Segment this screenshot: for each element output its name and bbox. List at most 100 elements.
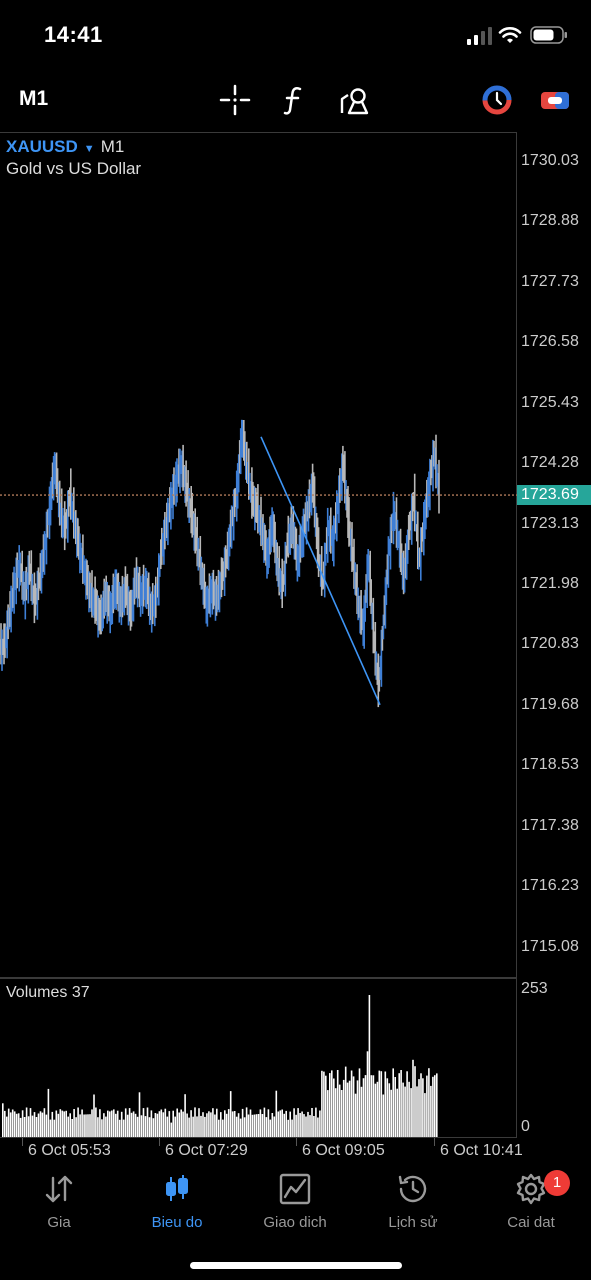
volume-bar: [368, 995, 371, 1137]
current-price-label: 1723.69: [517, 485, 591, 506]
volume-bar: [220, 1112, 222, 1137]
status-bar: 14:41: [0, 0, 591, 70]
volume-bar: [138, 1092, 141, 1137]
draw-objects-icon[interactable]: [338, 83, 372, 117]
volume-bar: [362, 1078, 365, 1137]
price-chart[interactable]: [0, 132, 517, 978]
volume-bar: [336, 1070, 339, 1137]
volume-bar: [51, 1111, 54, 1137]
volume-bar: [17, 1113, 20, 1137]
price-tick: 1720.83: [521, 635, 579, 653]
volume-bar: [259, 1109, 262, 1137]
volume-bar: [249, 1109, 252, 1137]
volume-bar: [275, 1090, 278, 1137]
volume-bar: [263, 1107, 266, 1137]
volume-bar: [120, 1111, 123, 1137]
volume-bar: [360, 1086, 363, 1137]
volume-bar: [291, 1119, 293, 1137]
symbol-name[interactable]: XAUUSD: [6, 137, 78, 156]
volume-panel[interactable]: [0, 978, 517, 1138]
tab-trade[interactable]: Giao dich: [236, 1172, 354, 1231]
volume-bar: [420, 1073, 422, 1137]
notification-badge: 1: [544, 1170, 570, 1196]
volume-bar: [247, 1114, 250, 1137]
wifi-icon: [498, 27, 522, 43]
time-tick: 6 Oct 10:41: [434, 1138, 523, 1159]
volume-bar: [364, 1075, 367, 1137]
volume-bar: [146, 1107, 149, 1137]
volume-bar: [378, 1070, 381, 1137]
volume-bar: [33, 1112, 36, 1137]
volume-bar: [271, 1113, 274, 1137]
trendline: [260, 436, 381, 706]
volume-bar: [350, 1070, 353, 1137]
price-tick: 1716.23: [521, 877, 579, 895]
volume-bar: [186, 1113, 188, 1137]
volume-bar: [89, 1114, 91, 1137]
crosshair-icon[interactable]: [218, 83, 252, 117]
volume-bar: [430, 1085, 432, 1137]
tab-quotes[interactable]: Gia: [0, 1172, 118, 1231]
volume-bar: [321, 1070, 323, 1137]
volume-bar: [83, 1114, 85, 1137]
tab-chart[interactable]: Bieu do: [118, 1172, 236, 1231]
volume-bar: [180, 1109, 182, 1137]
volume-bar: [212, 1108, 214, 1137]
volume-bar: [340, 1090, 343, 1137]
volume-bar: [216, 1108, 218, 1137]
price-plot[interactable]: [0, 132, 517, 978]
volume-bar: [386, 1078, 389, 1137]
volume-bars: [2, 995, 438, 1137]
tab-history[interactable]: Lịch sử: [354, 1172, 472, 1231]
volume-bar: [315, 1107, 317, 1137]
volume-bar: [73, 1109, 75, 1137]
volume-bar: [35, 1117, 38, 1137]
one-click-trading-icon[interactable]: [480, 83, 514, 117]
volume-bar: [91, 1109, 93, 1137]
volume-bar: [174, 1116, 176, 1137]
volume-bar: [194, 1107, 196, 1137]
volume-bar: [267, 1109, 270, 1137]
volume-bar: [95, 1107, 97, 1137]
volume-bar: [241, 1108, 244, 1137]
volume-bar: [164, 1108, 167, 1137]
function-icon[interactable]: [278, 83, 312, 117]
volume-bar: [229, 1091, 232, 1137]
symbol-header[interactable]: XAUUSD ▼ M1: [6, 137, 124, 157]
time-axis[interactable]: 6 Oct 05:53 6 Oct 07:29 6 Oct 09:05 6 Oc…: [0, 1138, 591, 1166]
volume-bar: [37, 1113, 40, 1137]
volume-bar: [301, 1111, 303, 1137]
volume-bar: [132, 1111, 135, 1137]
volume-bar: [122, 1119, 125, 1137]
volume-bar: [144, 1116, 147, 1137]
volume-bar: [130, 1112, 133, 1137]
price-tick: 1725.43: [521, 393, 579, 411]
volume-bar: [396, 1088, 398, 1137]
price-tick: 1721.98: [521, 574, 579, 592]
volume-bar: [400, 1070, 402, 1137]
timeframe-selector[interactable]: M1: [19, 87, 49, 110]
cellular-signal-icon: [467, 27, 492, 45]
volume-bar: [192, 1116, 194, 1137]
tab-settings[interactable]: 1 Cai dat: [472, 1170, 590, 1231]
volume-bar: [172, 1110, 174, 1137]
volume-bar: [279, 1110, 282, 1137]
volume-bar: [243, 1117, 246, 1137]
volume-bar: [307, 1111, 309, 1137]
volume-bar: [231, 1111, 234, 1137]
volume-bar: [150, 1110, 153, 1137]
symbol-caret-icon[interactable]: ▼: [83, 143, 95, 155]
volume-bar: [69, 1113, 71, 1137]
volume-bar: [29, 1108, 32, 1137]
volume-bar: [103, 1113, 105, 1137]
volume-bar: [370, 1075, 373, 1137]
settings-gear-icon: [516, 1173, 546, 1205]
volume-bar: [356, 1080, 359, 1137]
toggle-panel-icon[interactable]: [538, 83, 572, 117]
volume-bar: [424, 1093, 426, 1137]
price-axis[interactable]: 1730.03 1728.88 1727.73 1726.58 1725.43 1724.…: [517, 132, 591, 978]
volume-bar: [297, 1108, 299, 1137]
volume-bar: [19, 1117, 22, 1137]
volume-bar: [55, 1110, 58, 1137]
volume-bar: [6, 1116, 8, 1137]
